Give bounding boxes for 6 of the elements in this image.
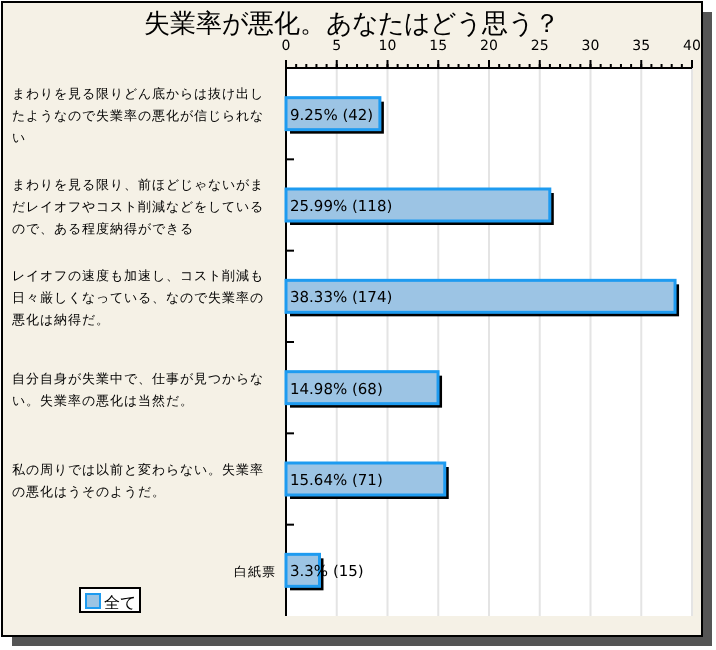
- bar: [284, 187, 552, 223]
- chart-title: 失業率が悪化。あなたはどう思う？: [144, 8, 560, 40]
- bar: [284, 278, 677, 314]
- legend-label: 全て: [104, 594, 136, 612]
- bar: [284, 461, 447, 497]
- bar: [284, 370, 440, 406]
